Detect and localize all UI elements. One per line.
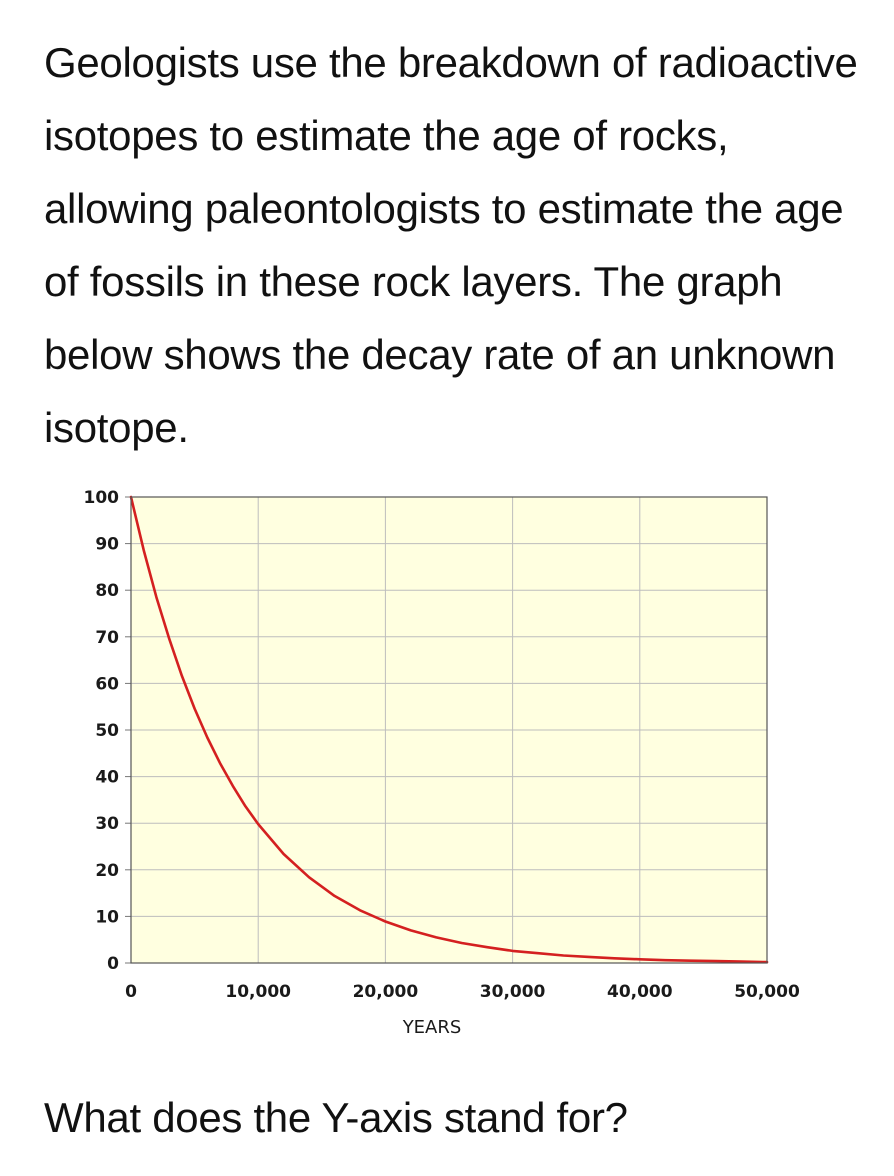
x-tick-label: 30,000 [480,982,546,1002]
y-tick-label: 30 [95,814,119,834]
y-tick-label: 90 [95,535,119,555]
y-tick-label: 50 [95,721,119,741]
x-axis-title: YEARS [402,1017,462,1038]
y-tick-label: 20 [95,861,119,881]
x-axis-ticks: 0 10,000 20,000 30,000 40,000 50,000 [125,982,800,1002]
decay-chart: 0 10 20 30 40 50 60 70 80 90 100 0 10,000 20,000 30,0… [84,488,800,1038]
x-tick-label: 0 [125,982,137,1002]
x-tick-label: 40,000 [607,982,673,1002]
y-tick-label: 100 [84,488,120,508]
x-tick-label: 50,000 [734,982,800,1002]
y-tick-label: 10 [95,907,119,927]
x-tick-label: 10,000 [225,982,291,1002]
intro-paragraph: Geologists use the breakdown of radioact… [44,39,858,451]
decay-curve [129,495,769,964]
y-tick-label: 0 [107,954,119,974]
y-tick-label: 80 [95,581,119,601]
question-text: What does the Y-axis stand for? [44,1094,628,1141]
y-tick-label: 60 [95,674,119,694]
y-tick-label: 40 [95,768,119,788]
y-axis-ticks: 0 10 20 30 40 50 60 70 80 90 100 [84,488,131,974]
x-tick-label: 20,000 [353,982,419,1002]
y-tick-label: 70 [95,628,119,648]
plot-border [130,496,768,964]
